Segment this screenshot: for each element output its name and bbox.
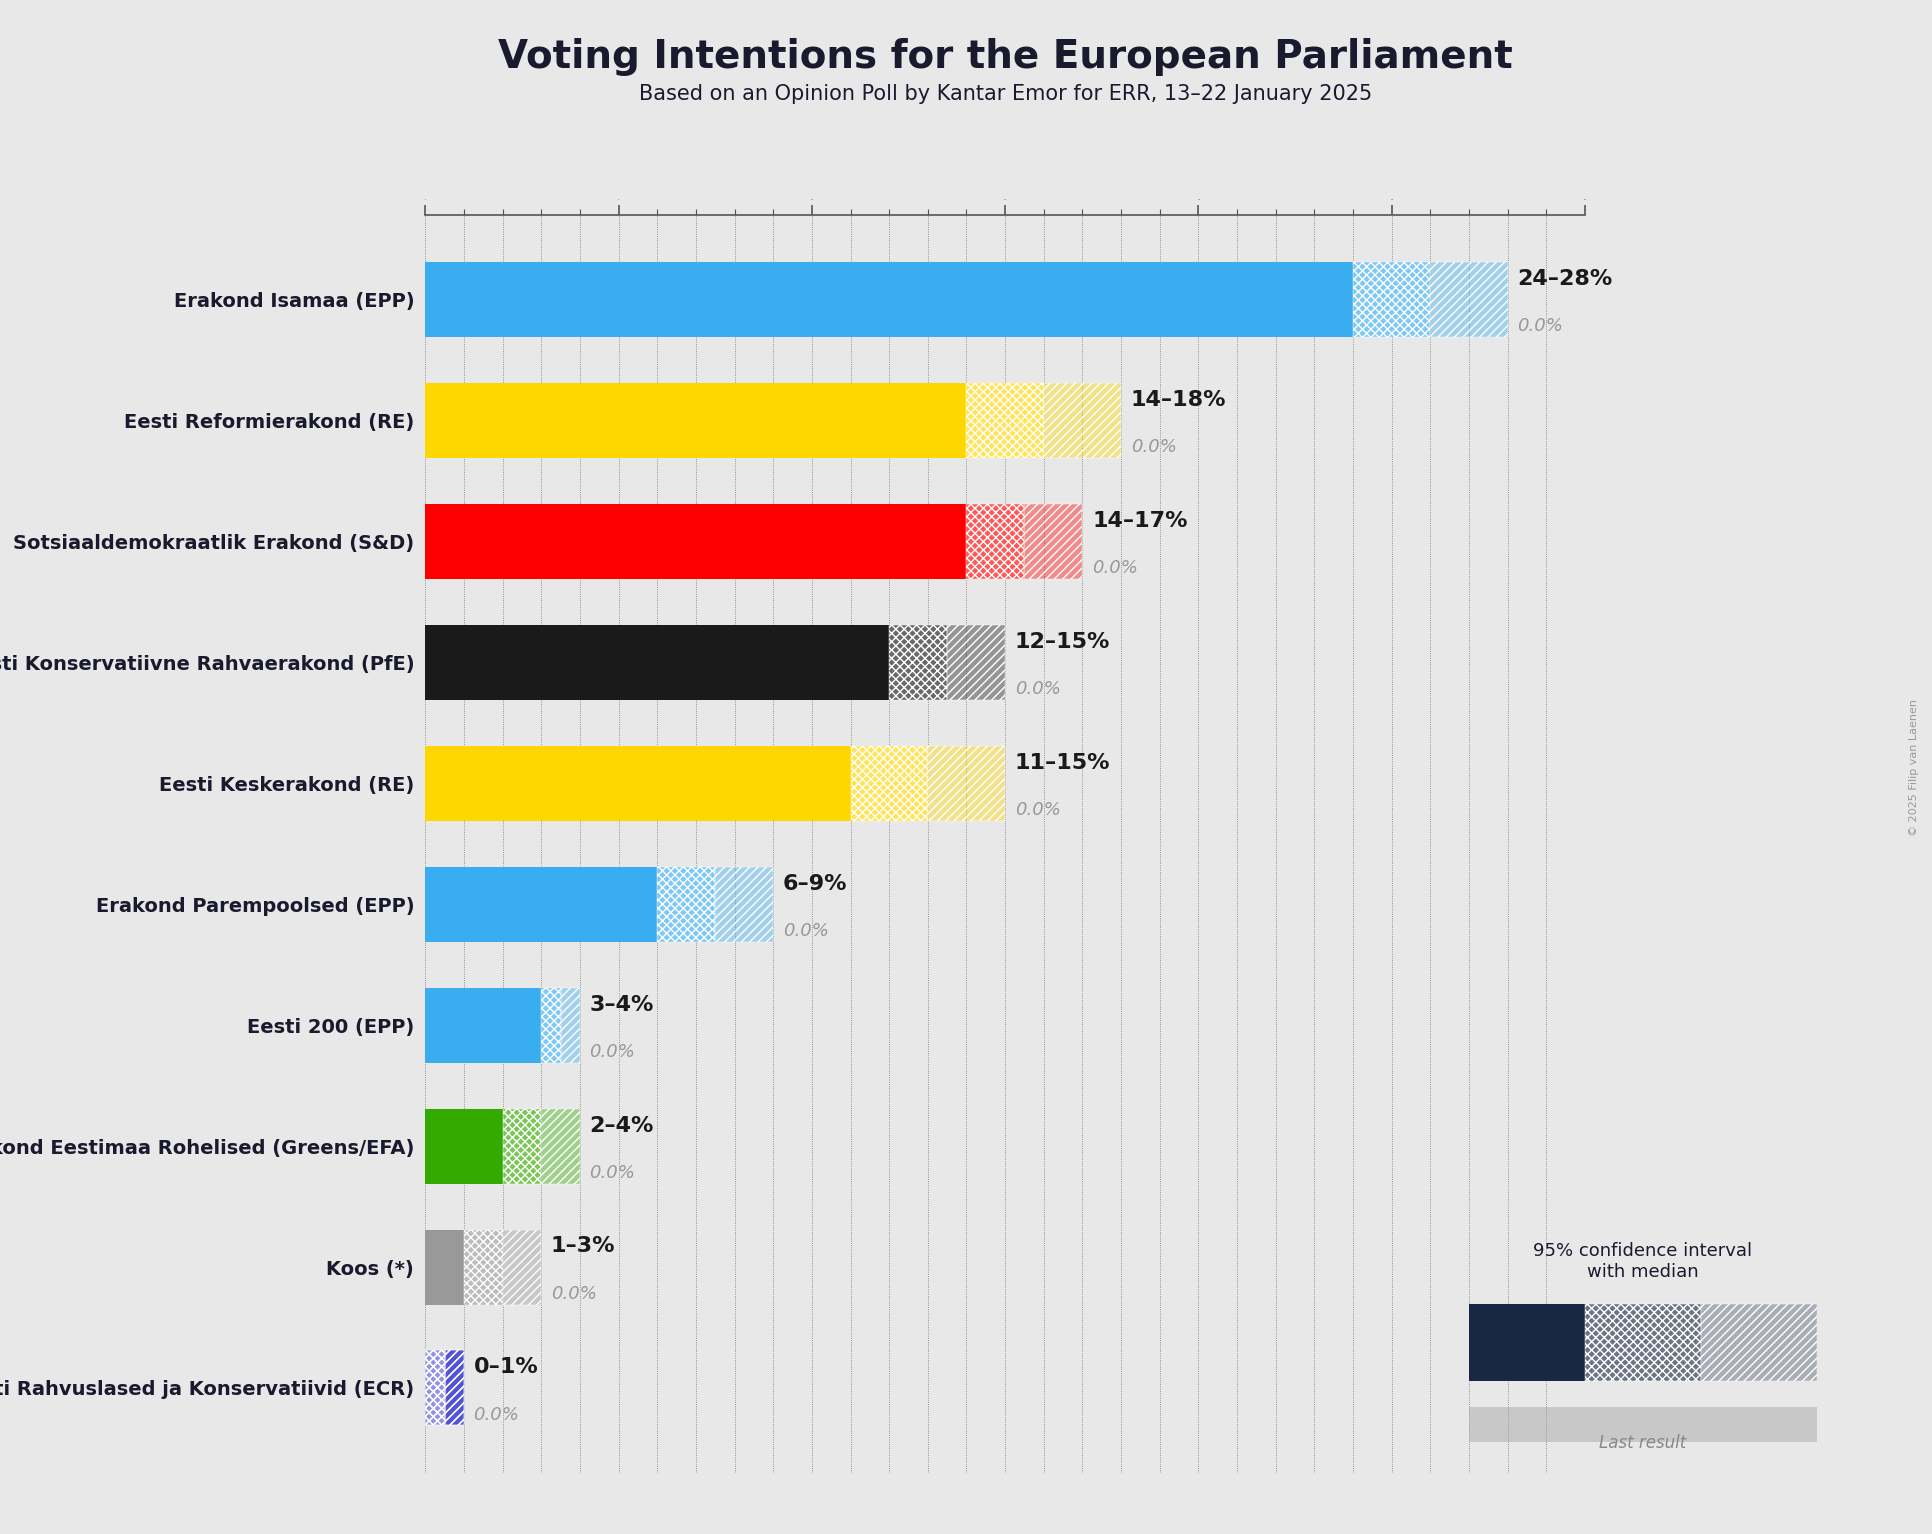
Bar bbox=[715, 867, 773, 942]
Text: © 2025 Filip van Laenen: © 2025 Filip van Laenen bbox=[1909, 698, 1918, 836]
Bar bbox=[425, 1230, 464, 1304]
Bar bbox=[1430, 262, 1507, 337]
Bar bbox=[889, 624, 947, 700]
Bar bbox=[966, 503, 1024, 578]
Bar bbox=[560, 988, 580, 1063]
Bar bbox=[444, 1350, 464, 1425]
Bar bbox=[425, 1109, 502, 1184]
Bar bbox=[850, 746, 927, 821]
Bar bbox=[425, 1350, 444, 1425]
Bar bbox=[1584, 1304, 1700, 1381]
Bar bbox=[947, 624, 1005, 700]
Text: 0.0%: 0.0% bbox=[589, 1164, 636, 1181]
Bar bbox=[1700, 1304, 1816, 1381]
Bar bbox=[850, 746, 927, 821]
Bar bbox=[464, 1230, 502, 1304]
Bar bbox=[425, 988, 541, 1063]
Bar bbox=[1430, 262, 1507, 337]
Bar bbox=[966, 503, 1024, 578]
Bar bbox=[715, 867, 773, 942]
Bar bbox=[541, 988, 560, 1063]
Bar bbox=[1024, 503, 1082, 578]
Bar bbox=[502, 1109, 541, 1184]
Text: 14–17%: 14–17% bbox=[1092, 511, 1186, 531]
Text: Voting Intentions for the European Parliament: Voting Intentions for the European Parli… bbox=[498, 38, 1511, 77]
Bar bbox=[966, 384, 1043, 457]
Bar bbox=[1352, 262, 1430, 337]
Bar bbox=[889, 624, 947, 700]
Text: 0.0%: 0.0% bbox=[1130, 439, 1177, 456]
Bar bbox=[889, 624, 947, 700]
Text: 24–28%: 24–28% bbox=[1517, 268, 1611, 288]
Bar bbox=[1352, 262, 1430, 337]
Text: 0.0%: 0.0% bbox=[589, 1043, 636, 1060]
Bar bbox=[464, 1230, 502, 1304]
Bar bbox=[425, 624, 889, 700]
Text: 0.0%: 0.0% bbox=[1014, 680, 1061, 698]
Text: Last result: Last result bbox=[1598, 1434, 1687, 1453]
Bar bbox=[541, 988, 560, 1063]
Bar bbox=[560, 988, 580, 1063]
Bar bbox=[966, 384, 1043, 457]
Bar bbox=[927, 746, 1005, 821]
Bar bbox=[425, 1350, 444, 1425]
Bar bbox=[425, 1350, 444, 1425]
Bar bbox=[425, 384, 966, 457]
Bar bbox=[541, 1109, 580, 1184]
Bar bbox=[1043, 384, 1121, 457]
Bar bbox=[425, 1350, 444, 1425]
Bar bbox=[425, 1350, 444, 1425]
Bar bbox=[444, 1350, 464, 1425]
Text: 12–15%: 12–15% bbox=[1014, 632, 1109, 652]
Bar bbox=[444, 1350, 464, 1425]
Text: 0.0%: 0.0% bbox=[551, 1284, 597, 1302]
Bar bbox=[966, 503, 1024, 578]
Bar bbox=[1700, 1304, 1816, 1381]
Bar bbox=[927, 746, 1005, 821]
Text: 6–9%: 6–9% bbox=[782, 874, 846, 894]
Text: 0.0%: 0.0% bbox=[1014, 801, 1061, 819]
Bar bbox=[1352, 262, 1430, 337]
Text: 11–15%: 11–15% bbox=[1014, 753, 1109, 773]
Bar bbox=[541, 1109, 580, 1184]
Bar bbox=[425, 1350, 444, 1425]
Bar bbox=[502, 1230, 541, 1304]
Bar bbox=[425, 262, 1352, 337]
Text: 95% confidence interval
with median: 95% confidence interval with median bbox=[1532, 1243, 1752, 1281]
Bar bbox=[657, 867, 715, 942]
Bar bbox=[425, 867, 657, 942]
Text: 0–1%: 0–1% bbox=[473, 1358, 537, 1378]
Bar bbox=[464, 1230, 502, 1304]
Bar bbox=[657, 867, 715, 942]
Text: 1–3%: 1–3% bbox=[551, 1236, 614, 1256]
Bar bbox=[444, 1350, 464, 1425]
Text: 0.0%: 0.0% bbox=[473, 1405, 520, 1424]
Bar bbox=[1468, 1408, 1816, 1445]
Bar bbox=[657, 867, 715, 942]
Bar bbox=[1584, 1304, 1700, 1381]
Bar bbox=[947, 624, 1005, 700]
Bar bbox=[425, 746, 850, 821]
Text: 3–4%: 3–4% bbox=[589, 994, 653, 1014]
Bar bbox=[966, 384, 1043, 457]
Bar bbox=[502, 1230, 541, 1304]
Bar bbox=[1043, 384, 1121, 457]
Text: 0.0%: 0.0% bbox=[1517, 318, 1563, 334]
Text: 14–18%: 14–18% bbox=[1130, 390, 1225, 410]
Text: 0.0%: 0.0% bbox=[1092, 558, 1138, 577]
Bar bbox=[1024, 503, 1082, 578]
Text: 2–4%: 2–4% bbox=[589, 1115, 653, 1135]
Bar bbox=[1468, 1304, 1584, 1381]
Bar bbox=[541, 988, 560, 1063]
Bar bbox=[425, 503, 966, 578]
Bar bbox=[502, 1109, 541, 1184]
Text: 0.0%: 0.0% bbox=[782, 922, 829, 940]
Text: Based on an Opinion Poll by Kantar Emor for ERR, 13–22 January 2025: Based on an Opinion Poll by Kantar Emor … bbox=[638, 84, 1372, 104]
Bar bbox=[502, 1109, 541, 1184]
Bar bbox=[850, 746, 927, 821]
